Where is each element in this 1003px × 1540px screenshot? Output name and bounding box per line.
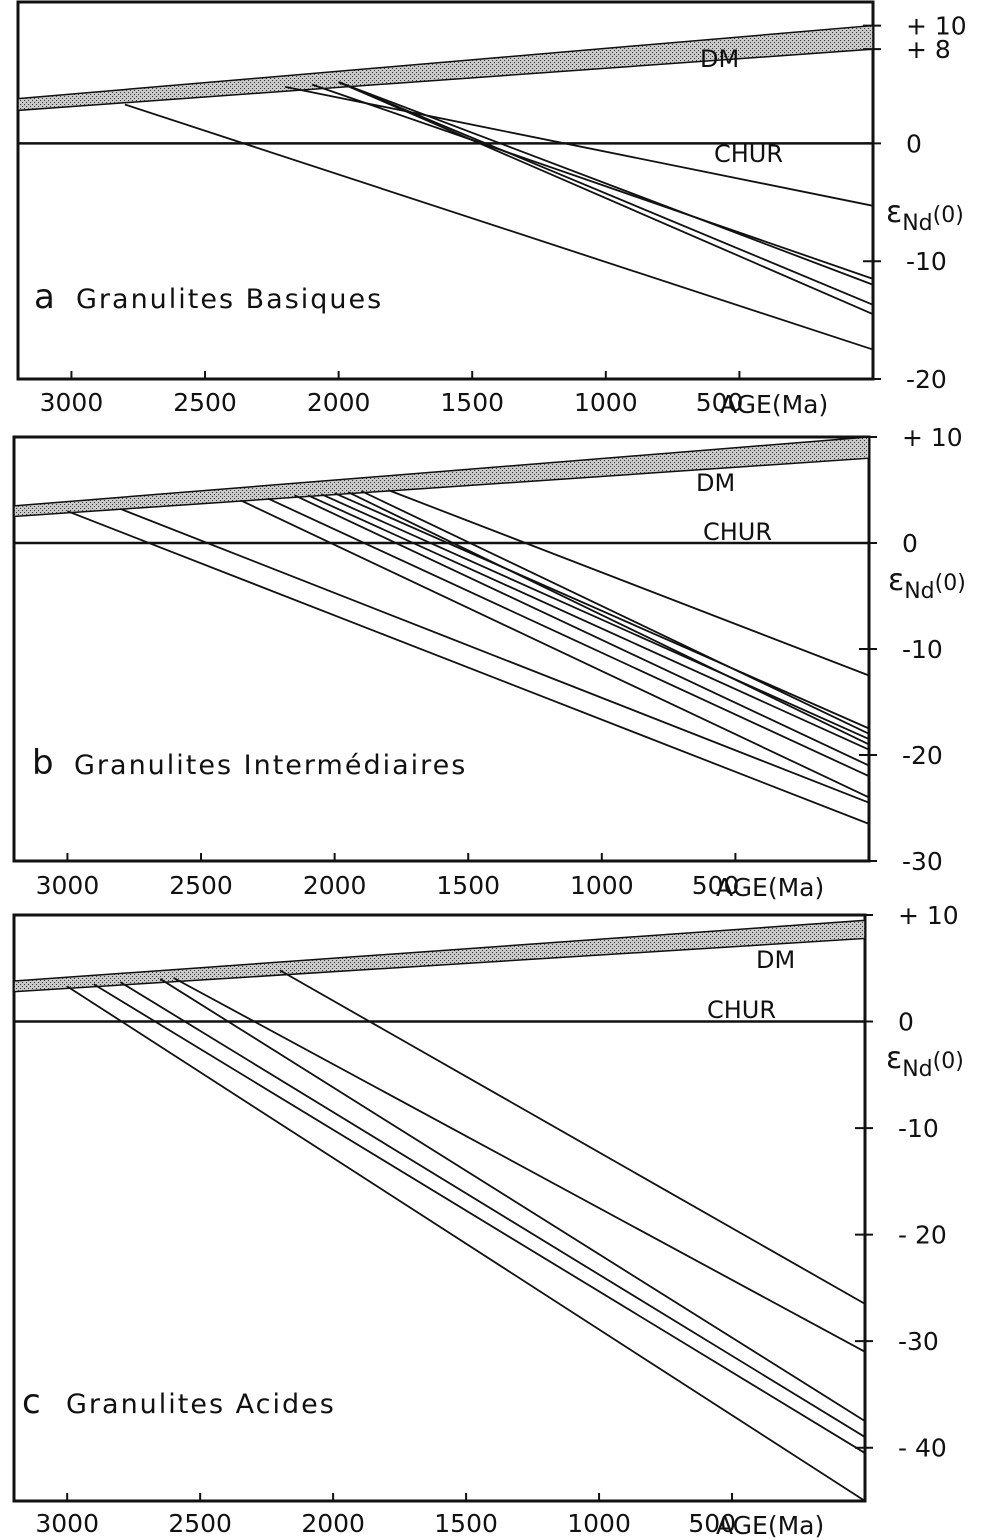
panel-c: 3000 2500 2000 1500 1000 500 + 10 0 -10 - 20 -30 -… — [12, 901, 964, 1540]
panel-a-dm-label: DM — [700, 45, 739, 73]
panel-b-x-tick-label-1500: 1500 — [436, 871, 500, 900]
panel-c-series-line-5 — [173, 977, 866, 1353]
panel-b-y-axis-label: εNd(0) — [888, 563, 966, 604]
panel-b-y-tick-label-10: + 10 — [902, 423, 963, 452]
panel-a-chur-label: CHUR — [714, 140, 783, 168]
panel-b-x-tick-label-1000: 1000 — [570, 871, 634, 900]
panel-c-series-line-2 — [93, 983, 866, 1454]
panel-a-y-ticks: + 10+ 8 0 -10 -20 — [863, 12, 967, 394]
panel-c-series — [66, 969, 866, 1502]
panel-b-series-line-2 — [120, 508, 870, 804]
panel-c-dm-label: DM — [756, 946, 795, 974]
panel-a-series-line-3 — [311, 83, 874, 280]
panel-b-series-line-7 — [320, 493, 870, 740]
panel-b-chur-label: CHUR — [703, 518, 772, 546]
panel-a-x-tick-label-1000: 1000 — [574, 388, 638, 417]
panel-c-chur-label: CHUR — [707, 996, 776, 1024]
panel-c-dm-band-area — [13, 919, 866, 993]
panel-a-x-tick-label-500: 500 — [696, 388, 744, 417]
panel-c-y-ticks: + 10 0 -10 - 20 -30 - 40 — [855, 901, 959, 1463]
panel-c-y-tick-label--30: -30 — [898, 1327, 939, 1356]
panel-a-title: Granulites Basiques — [76, 284, 383, 315]
panel-b-y-tick-label--10: -10 — [902, 635, 943, 664]
panel-b-title: Granulites Intermédiaires — [74, 750, 467, 781]
panel-c-y-tick-label--10: -10 — [898, 1114, 939, 1143]
panel-a-frame — [16, 0, 875, 381]
panel-a: 3000 2500 2000 1500 1000 500 + 10+ 8 0 -10 -20 D… — [16, 0, 967, 419]
panel-a-series-line-1 — [124, 103, 874, 351]
panel-a-x-tick-label-2000: 2000 — [307, 388, 371, 417]
panel-a-series-line-4 — [338, 81, 874, 286]
panel-c-series-line-4 — [159, 978, 866, 1422]
panel-c-title: Granulites Acides — [66, 1389, 336, 1420]
panel-b-x-ticks: 3000 2500 2000 1500 1000 500 — [36, 853, 740, 900]
panel-a-letter: a — [34, 277, 55, 317]
panel-b-y-tick-label--30: -30 — [902, 847, 943, 876]
panel-b-series-line-5 — [294, 494, 870, 767]
panel-c-series-line-1 — [66, 985, 866, 1502]
panel-a-dm-band-area — [17, 24, 874, 112]
panel-c-y-tick-label--40: - 40 — [898, 1434, 947, 1463]
panel-c-age-label: AGE(Ma) — [716, 1511, 824, 1540]
panel-b-series-line-6 — [307, 494, 870, 751]
panel-a-y-tick-label-10: + 10 — [906, 12, 967, 41]
panel-c-x-tick-label-500: 500 — [688, 1509, 736, 1538]
panel-a-y-tick-label--20: -20 — [906, 365, 947, 394]
panel-b-letter: b — [32, 743, 54, 783]
panel-b-series-line-10 — [360, 490, 870, 735]
panel-c-x-ticks: 3000 2500 2000 1500 1000 500 — [35, 1493, 736, 1538]
panel-c-x-tick-label-3000: 3000 — [35, 1509, 99, 1538]
panel-c-y-tick-label-10: + 10 — [898, 901, 959, 930]
panel-b-x-tick-label-2000: 2000 — [303, 871, 367, 900]
panel-b-series — [67, 489, 870, 825]
panel-a-age-label: AGE(Ma) — [720, 390, 828, 419]
panel-a-x-tick-label-3000: 3000 — [40, 388, 104, 417]
panel-b-y-tick-label--20: -20 — [902, 741, 943, 770]
panel-c-y-tick-label--20: - 20 — [898, 1221, 947, 1250]
panel-b-series-line-4 — [267, 497, 870, 778]
panel-a-dm-band — [17, 24, 874, 112]
panel-b-series-line-1 — [67, 510, 870, 825]
panel-b-dm-band-area — [13, 436, 870, 518]
panel-b-x-tick-label-500: 500 — [692, 871, 740, 900]
panel-c-y-tick-label-0: 0 — [898, 1008, 914, 1037]
panel-b-series-line-11 — [387, 489, 870, 677]
panel-b-x-tick-label-3000: 3000 — [36, 871, 100, 900]
panel-c-letter: c — [22, 1382, 41, 1422]
panel-c-series-line-6 — [279, 969, 866, 1305]
panel-b-y-tick-label-0: 0 — [902, 529, 918, 558]
panel-c-series-line-3 — [119, 981, 866, 1438]
panel-c-y-axis-label: εNd(0) — [886, 1041, 964, 1082]
panel-c-x-tick-label-2500: 2500 — [168, 1509, 232, 1538]
panel-a-x-tick-label-2500: 2500 — [173, 388, 237, 417]
panel-b: 3000 2500 2000 1500 1000 500 + 10 0 -10 -20 -30 D… — [12, 423, 966, 902]
panel-b-age-label: AGE(Ma) — [716, 873, 824, 902]
panel-c-dm-band — [13, 919, 866, 993]
panel-b-dm-label: DM — [696, 469, 735, 497]
panel-a-y-axis-label: εNd(0) — [886, 195, 964, 236]
panel-c-x-tick-label-2000: 2000 — [301, 1509, 365, 1538]
panel-a-y-tick-label--10: -10 — [906, 247, 947, 276]
panel-b-x-tick-label-2500: 2500 — [169, 871, 233, 900]
panel-a-x-ticks: 3000 2500 2000 1500 1000 500 — [40, 371, 744, 417]
panel-a-series — [124, 81, 874, 351]
panel-b-series-line-3 — [240, 499, 870, 799]
panel-c-x-tick-label-1000: 1000 — [567, 1509, 631, 1538]
panel-a-y-tick-label-0: 0 — [906, 129, 922, 158]
panel-b-series-line-9 — [347, 491, 870, 746]
panel-c-x-tick-label-1500: 1500 — [434, 1509, 498, 1538]
panel-b-dm-band — [13, 436, 870, 518]
panel-a-series-line-5 — [338, 81, 874, 306]
panel-a-series-line-6 — [338, 81, 874, 316]
panel-a-x-tick-label-1500: 1500 — [440, 388, 504, 417]
panel-b-y-ticks: + 10 0 -10 -20 -30 — [859, 423, 963, 876]
panel-a-series-line-2 — [285, 85, 874, 207]
panel-a-y-tick-label-8: + 8 — [906, 35, 951, 64]
panel-b-series-line-8 — [334, 492, 870, 730]
